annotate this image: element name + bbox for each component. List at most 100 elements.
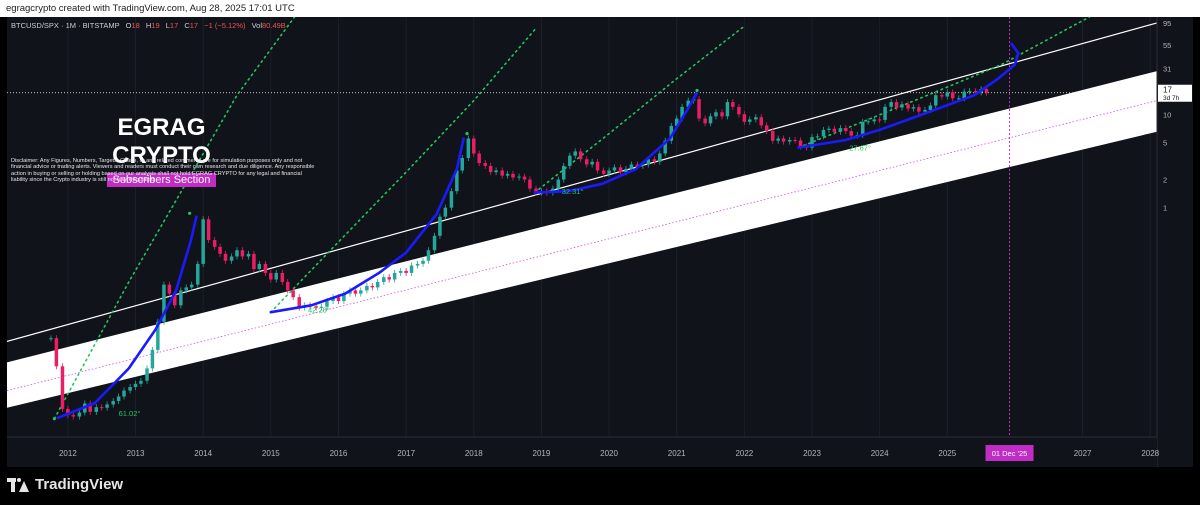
- y-tick-label: 10: [1163, 110, 1171, 119]
- open-label: O: [125, 21, 132, 30]
- candle: [404, 270, 408, 273]
- candle: [426, 250, 431, 261]
- candle: [392, 272, 397, 280]
- channel-band: [7, 71, 1157, 408]
- highlight-date-label: 01 Dec '25: [992, 449, 1028, 458]
- candle: [179, 290, 183, 306]
- arc-angle-label: 27.67°: [849, 143, 871, 152]
- candle: [375, 281, 380, 288]
- candle: [573, 151, 577, 156]
- candle: [66, 408, 70, 416]
- candle: [595, 161, 600, 171]
- arc-angle-label: 42.28°: [308, 306, 330, 315]
- y-tick-label: 95: [1163, 19, 1171, 28]
- candle: [122, 390, 126, 397]
- disclaimer-text: Disclaimer: Any Figures, Numbers, Target…: [11, 158, 315, 184]
- candle: [911, 107, 916, 109]
- y-tick-label: 5: [1163, 138, 1167, 147]
- x-tick-label: 2014: [194, 449, 212, 458]
- candle: [832, 128, 837, 132]
- brand-title: EGRAG CRYPTO: [112, 114, 211, 169]
- candle: [798, 140, 803, 147]
- dotted-projection-line: [797, 17, 1091, 149]
- candle: [607, 170, 611, 174]
- candle: [99, 407, 104, 409]
- candle: [737, 106, 741, 115]
- candle: [257, 263, 262, 270]
- high-label: H: [145, 21, 152, 30]
- candle: [584, 159, 589, 165]
- tradingview-logo[interactable]: TradingView: [7, 476, 123, 493]
- candle: [517, 176, 521, 178]
- candle: [866, 121, 870, 123]
- candle: [984, 89, 989, 93]
- candle: [133, 383, 138, 388]
- arc-angle-label: 32.31°: [562, 187, 584, 196]
- candle: [934, 95, 938, 106]
- candle: [189, 284, 194, 288]
- candle: [49, 338, 53, 340]
- candle: [511, 173, 515, 178]
- candle: [409, 265, 414, 273]
- volume-label: Vol: [251, 21, 263, 30]
- price-chart[interactable]: 61.02°42.28°32.31°27.67°12510315595173d …: [7, 17, 1193, 467]
- candle: [764, 125, 769, 132]
- candle: [111, 401, 115, 405]
- candle: [748, 119, 752, 122]
- x-tick-label: 2028: [1141, 449, 1159, 458]
- candle: [950, 92, 955, 99]
- x-tick-label: 2018: [465, 449, 483, 458]
- high-value: 19: [151, 21, 160, 30]
- candle: [776, 138, 780, 141]
- candle: [534, 188, 538, 193]
- candle: [105, 404, 109, 408]
- candle: [173, 293, 177, 306]
- candle: [218, 246, 222, 254]
- x-tick-label: 2016: [330, 449, 348, 458]
- x-tick-label: 2015: [262, 449, 280, 458]
- candle: [962, 91, 966, 99]
- candle: [742, 114, 747, 122]
- candle: [460, 158, 465, 171]
- anchor-point: [465, 132, 469, 136]
- tradingview-brand: TradingView: [35, 476, 124, 493]
- candle: [240, 250, 245, 257]
- x-tick-label: 2017: [397, 449, 415, 458]
- candle: [466, 138, 471, 159]
- close-value: 17: [189, 21, 199, 30]
- symbol-legend: BTCUSD/SPX · 1M · BITSTAMP O18 H19 L17 C…: [11, 21, 286, 30]
- candle: [940, 95, 944, 97]
- candle: [246, 253, 251, 257]
- candle: [353, 290, 358, 294]
- candle: [319, 306, 324, 308]
- volume-value: 80.49B: [262, 21, 286, 30]
- anchor-point: [52, 417, 56, 421]
- candle: [658, 153, 662, 162]
- candle: [297, 297, 301, 308]
- candle: [477, 153, 481, 164]
- brand-block: EGRAG CRYPTO Subscribers Section: [69, 114, 254, 188]
- candle: [781, 138, 786, 142]
- y-tick-label: 31: [1163, 64, 1171, 73]
- candle: [415, 263, 420, 266]
- chart-panel[interactable]: 61.02° 42.28° 32.31° 27.67° 1 2 5 10 31 55 95 17 3d …: [7, 17, 1193, 467]
- candle: [196, 263, 200, 285]
- candle: [703, 118, 707, 124]
- open-value: 18: [131, 21, 140, 30]
- cycle-arc: [269, 137, 465, 314]
- candle: [432, 235, 437, 251]
- candle: [206, 219, 211, 241]
- candle: [844, 128, 848, 132]
- candle: [669, 125, 674, 141]
- candle: [252, 253, 256, 270]
- x-tick-label: 2019: [533, 449, 551, 458]
- candle: [370, 285, 375, 288]
- candle: [280, 272, 285, 282]
- highlight-date-tag: [985, 445, 1034, 461]
- candle: [720, 112, 724, 117]
- x-tick-label: 2021: [668, 449, 686, 458]
- footer: TradingView: [0, 467, 1200, 505]
- candle: [821, 129, 826, 137]
- candle: [629, 164, 634, 169]
- candle: [483, 163, 488, 166]
